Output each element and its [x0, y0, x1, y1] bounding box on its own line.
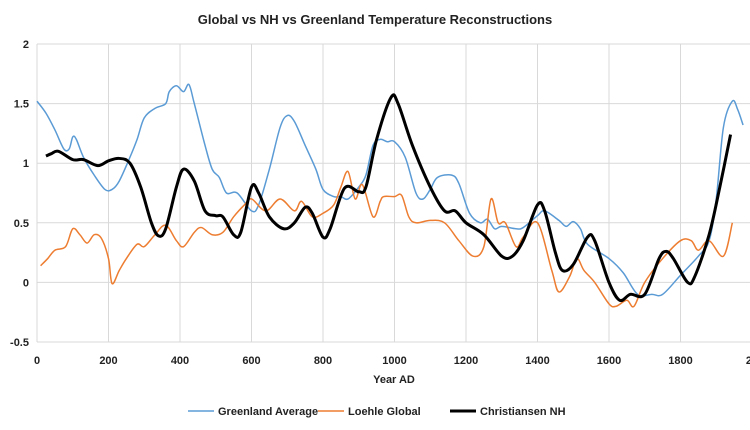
series-lines — [36, 83, 744, 308]
legend-label: Loehle Global — [348, 406, 421, 418]
x-axis: 0 200 400 600 800 1000 1200 1400 1600 1800 20 — [34, 355, 750, 367]
x-tick-label: 400 — [171, 355, 189, 367]
x-tick-label: 600 — [242, 355, 260, 367]
y-tick-label: 0.5 — [14, 218, 29, 230]
y-tick-label: 2 — [23, 39, 29, 51]
x-tick-label: 20 — [746, 355, 750, 367]
x-tick-label: 1800 — [668, 355, 692, 367]
x-tick-label: 0 — [34, 355, 40, 367]
x-tick-label: 1000 — [382, 355, 406, 367]
y-tick-label: -0.5 — [10, 337, 29, 349]
chart-title: Global vs NH vs Greenland Temperature Re… — [198, 12, 552, 27]
series-line-greenland-average — [36, 83, 744, 297]
legend-label: Christiansen NH — [480, 406, 566, 418]
series-line-christiansen-nh — [45, 93, 733, 303]
x-tick-label: 1200 — [454, 355, 478, 367]
legend: Greenland Average Loehle Global Christians… — [188, 406, 566, 418]
legend-label: Greenland Average — [218, 406, 318, 418]
y-tick-label: 1 — [23, 158, 29, 170]
x-tick-label: 200 — [99, 355, 117, 367]
y-axis: 2 1.5 1 0.5 0 -0.5 — [10, 39, 29, 349]
x-tick-label: 1400 — [525, 355, 549, 367]
y-tick-label: 0 — [23, 277, 29, 289]
x-axis-label: Year AD — [373, 374, 415, 386]
x-tick-label: 1600 — [597, 355, 621, 367]
x-tick-label: 800 — [314, 355, 332, 367]
series-line-loehle-global — [40, 170, 734, 308]
y-tick-label: 1.5 — [14, 99, 29, 111]
